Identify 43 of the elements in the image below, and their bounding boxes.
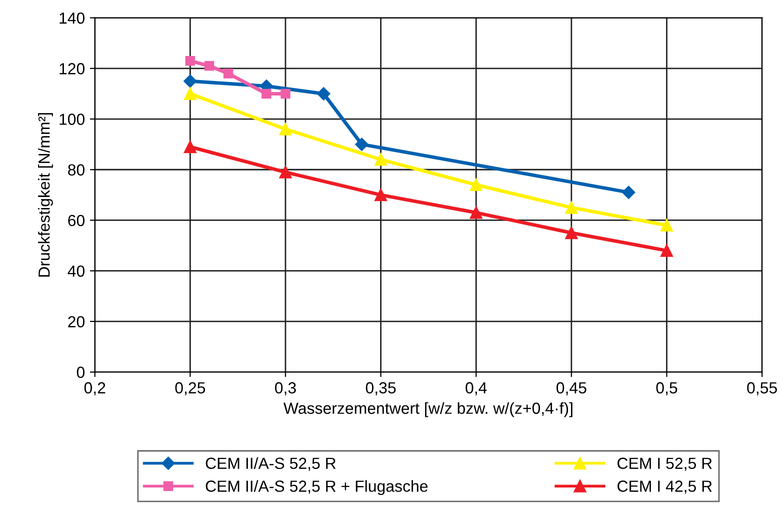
point <box>184 87 196 100</box>
y-tick-label: 80 <box>68 164 85 176</box>
legend-label: CEM I 42,5 R <box>618 480 712 494</box>
point <box>279 122 292 136</box>
y-axis-title: Druckfestigkeit [N/mm²] <box>38 113 53 277</box>
point <box>565 201 578 214</box>
point <box>355 138 368 151</box>
x-tick-label: 0,55 <box>747 382 777 396</box>
y-tick-label: 60 <box>68 214 85 226</box>
x-tick-label: 0,5 <box>656 382 678 396</box>
y-tick-label: 100 <box>60 114 85 125</box>
x-tick-label: 0,2 <box>84 382 106 396</box>
point <box>374 153 388 166</box>
x-tick-label: 0,25 <box>175 382 206 396</box>
legend-label: CEM II/A-S 52,5 R + Flugasche <box>206 480 428 496</box>
point <box>317 87 330 100</box>
point <box>660 219 673 232</box>
y-tick-label: 140 <box>60 12 85 24</box>
point <box>660 244 673 257</box>
point <box>223 68 234 78</box>
legend-label: CEM II/A-S 52,5 R <box>206 457 336 471</box>
point <box>279 166 292 178</box>
point <box>280 88 290 99</box>
y-tick-label: 40 <box>68 265 85 277</box>
point <box>470 178 482 192</box>
point <box>262 88 272 99</box>
point <box>565 226 578 240</box>
legend-label: CEM I 52,5 R <box>618 458 712 471</box>
point <box>204 61 214 71</box>
y-tick-label: 0 <box>76 366 85 378</box>
point <box>185 56 196 66</box>
point <box>622 186 636 199</box>
x-tick-label: 0,45 <box>556 382 586 396</box>
x-tick-label: 0,3 <box>275 382 296 396</box>
point <box>184 74 197 88</box>
x-tick-label: 0,4 <box>466 382 487 396</box>
point <box>374 188 388 202</box>
point <box>184 140 196 154</box>
x-axis-title: Wasserzementwert [w/z bzw. w/(z+0,4·f)] <box>283 402 572 418</box>
point <box>470 206 482 219</box>
x-tick-label: 0,35 <box>366 382 396 396</box>
y-tick-label: 20 <box>68 316 85 328</box>
y-tick-label: 120 <box>60 63 85 74</box>
